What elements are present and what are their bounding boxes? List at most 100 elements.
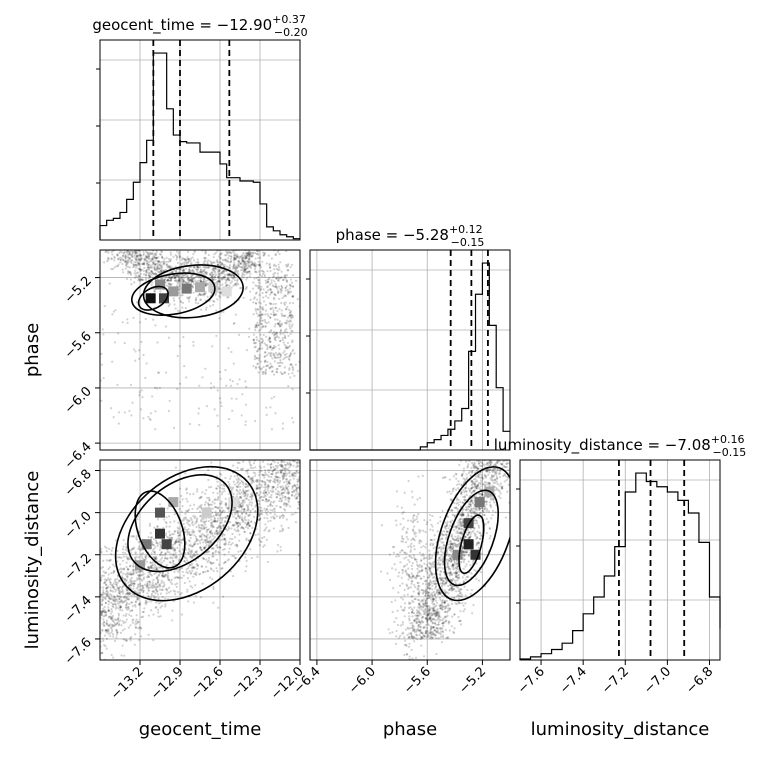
scatter-point bbox=[267, 352, 270, 355]
scatter-point bbox=[115, 578, 119, 581]
scatter-point bbox=[147, 567, 151, 570]
scatter-point bbox=[219, 264, 222, 267]
scatter-point bbox=[117, 556, 120, 559]
scatter-point bbox=[105, 631, 108, 634]
scatter-point bbox=[148, 583, 152, 586]
scatter-point bbox=[116, 241, 118, 243]
scatter-point bbox=[155, 541, 158, 544]
scatter-point bbox=[145, 269, 148, 272]
scatter-point bbox=[199, 245, 201, 247]
scatter-point bbox=[277, 455, 279, 457]
scatter-point bbox=[262, 288, 265, 291]
scatter-point bbox=[283, 507, 286, 511]
scatter-point bbox=[240, 286, 243, 289]
scatter-point bbox=[181, 519, 184, 522]
scatter-point bbox=[280, 499, 284, 502]
scatter-point bbox=[254, 365, 258, 369]
scatter-point bbox=[234, 483, 237, 486]
scatter-point bbox=[139, 269, 142, 272]
scatter-point bbox=[251, 477, 254, 480]
scatter-point bbox=[190, 281, 193, 284]
scatter-point bbox=[182, 268, 185, 271]
scatter-point bbox=[171, 538, 174, 542]
scatter-point bbox=[226, 559, 229, 562]
scatter-point bbox=[157, 583, 161, 586]
scatter-point bbox=[188, 279, 191, 282]
scatter-point bbox=[248, 513, 251, 517]
scatter-point bbox=[204, 267, 207, 270]
scatter-point bbox=[251, 260, 254, 263]
scatter-point bbox=[232, 263, 235, 266]
scatter-point bbox=[129, 271, 132, 274]
scatter-point bbox=[263, 254, 266, 257]
scatter-point bbox=[183, 258, 187, 261]
scatter-point bbox=[126, 575, 129, 578]
scatter-point bbox=[276, 464, 279, 468]
scatter-point bbox=[279, 261, 282, 264]
scatter-point bbox=[190, 549, 194, 552]
scatter-point bbox=[154, 557, 157, 560]
scatter-point bbox=[100, 363, 104, 366]
scatter-point bbox=[128, 573, 131, 576]
scatter-point bbox=[242, 460, 245, 463]
scatter-point bbox=[219, 527, 223, 530]
scatter-point bbox=[127, 598, 131, 601]
scatter-point bbox=[163, 262, 166, 265]
scatter-point bbox=[257, 260, 260, 263]
scatter-point bbox=[277, 266, 281, 269]
scatter-point bbox=[241, 508, 244, 511]
scatter-point bbox=[198, 497, 201, 500]
scatter-point bbox=[151, 263, 155, 266]
scatter-point bbox=[243, 265, 247, 269]
scatter-point bbox=[243, 244, 245, 246]
scatter-point bbox=[215, 292, 218, 295]
scatter-point bbox=[142, 353, 145, 357]
scatter-point bbox=[109, 634, 112, 638]
scatter-point bbox=[169, 283, 172, 286]
scatter-point bbox=[182, 280, 186, 283]
scatter-point bbox=[264, 488, 267, 491]
scatter-point bbox=[164, 557, 167, 560]
scatter-point bbox=[212, 273, 215, 276]
scatter-point bbox=[252, 262, 255, 265]
scatter-point bbox=[181, 269, 185, 272]
scatter-point bbox=[268, 495, 271, 499]
scatter-point bbox=[268, 367, 271, 370]
scatter-point bbox=[252, 339, 256, 342]
scatter-point bbox=[219, 509, 222, 512]
scatter-point bbox=[153, 550, 156, 554]
scatter-point bbox=[134, 605, 137, 608]
scatter-point bbox=[253, 277, 256, 280]
scatter-point bbox=[102, 574, 106, 577]
scatter-point bbox=[248, 257, 251, 260]
scatter-point bbox=[205, 529, 208, 532]
scatter-point bbox=[127, 598, 130, 601]
scatter-point bbox=[104, 592, 107, 595]
scatter-point bbox=[151, 561, 154, 564]
scatter-point bbox=[241, 272, 244, 275]
scatter-point bbox=[196, 258, 199, 261]
scatter-point bbox=[157, 270, 161, 274]
scatter-point bbox=[210, 503, 213, 506]
scatter-point bbox=[219, 502, 222, 506]
scatter-point bbox=[253, 521, 256, 524]
scatter-point bbox=[151, 581, 154, 584]
scatter-point bbox=[203, 271, 207, 274]
scatter-point bbox=[283, 495, 287, 498]
scatter-point bbox=[204, 257, 207, 260]
scatter-point bbox=[287, 290, 291, 293]
scatter-point bbox=[235, 485, 238, 488]
scatter-point bbox=[273, 507, 276, 510]
scatter-point bbox=[235, 244, 237, 246]
scatter-point bbox=[226, 507, 230, 511]
scatter-point bbox=[199, 268, 203, 271]
scatter-point bbox=[153, 596, 156, 599]
scatter-point bbox=[177, 527, 180, 530]
scatter-point bbox=[226, 515, 229, 518]
scatter-point bbox=[249, 272, 252, 275]
scatter-point bbox=[203, 270, 206, 273]
scatter-point bbox=[199, 271, 203, 274]
scatter-point bbox=[199, 520, 203, 523]
scatter-point bbox=[135, 255, 138, 258]
scatter-point bbox=[100, 614, 103, 617]
